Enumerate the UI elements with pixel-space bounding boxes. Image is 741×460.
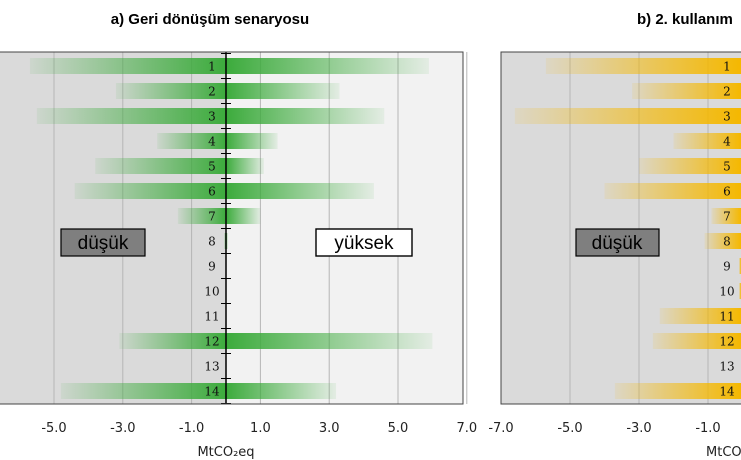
bar-high bbox=[226, 333, 433, 349]
category-label: 14 bbox=[719, 385, 735, 399]
tick-label: 5.0 bbox=[388, 421, 409, 436]
bar-high bbox=[226, 183, 374, 199]
panel-b-bars bbox=[514, 58, 741, 399]
bar-high bbox=[226, 383, 337, 399]
bar-low bbox=[739, 283, 741, 299]
category-label: 3 bbox=[208, 110, 216, 124]
bar-low bbox=[704, 233, 741, 249]
bar-high bbox=[226, 158, 264, 174]
panel-b-title: b) 2. kullanım bbox=[637, 11, 733, 28]
tick-label: -1.0 bbox=[695, 421, 720, 436]
panel-a-bars bbox=[29, 58, 433, 399]
category-label: 4 bbox=[723, 135, 731, 149]
low-label-box-b: düşük bbox=[575, 228, 660, 257]
category-label: 2 bbox=[208, 85, 216, 99]
bar-low bbox=[639, 158, 741, 174]
category-label: 9 bbox=[723, 260, 731, 274]
category-label: 10 bbox=[719, 285, 734, 299]
low-label-a: düşük bbox=[78, 233, 129, 254]
low-label-b: düşük bbox=[592, 233, 643, 254]
bar-low bbox=[652, 333, 741, 349]
tick-label: 3.0 bbox=[319, 421, 340, 436]
bar-low bbox=[119, 333, 226, 349]
bar-low bbox=[224, 233, 226, 249]
tick-label: 7.0 bbox=[456, 421, 477, 436]
category-label: 5 bbox=[208, 160, 216, 174]
category-label: 10 bbox=[204, 285, 219, 299]
panel-a: a) Geri dönüşüm senaryosu 12345678910111… bbox=[0, 11, 477, 460]
tick-label: -7.0 bbox=[488, 421, 513, 436]
bar-low bbox=[115, 83, 226, 99]
category-label: 13 bbox=[204, 360, 219, 374]
bar-low bbox=[632, 83, 741, 99]
panel-b-xlabel: MtCO bbox=[706, 445, 741, 460]
category-label: 12 bbox=[204, 335, 219, 349]
category-label: 1 bbox=[723, 60, 731, 74]
panel-a-bg-right bbox=[226, 52, 463, 404]
bar-low bbox=[177, 208, 226, 224]
panel-b-frame bbox=[500, 51, 741, 405]
bar-low bbox=[157, 133, 226, 149]
category-label: 2 bbox=[723, 85, 731, 99]
bar-low bbox=[711, 208, 741, 224]
category-label: 6 bbox=[723, 185, 731, 199]
panel-b-bg bbox=[501, 52, 741, 404]
bar-high bbox=[226, 58, 429, 74]
category-label: 6 bbox=[208, 185, 216, 199]
category-label: 12 bbox=[719, 335, 734, 349]
tick-label: -5.0 bbox=[41, 421, 66, 436]
bar-low bbox=[514, 108, 741, 124]
high-label-a: yüksek bbox=[334, 233, 394, 254]
panel-a-frame bbox=[0, 51, 464, 405]
tick-label: -1.0 bbox=[179, 421, 204, 436]
category-label: 4 bbox=[208, 135, 216, 149]
category-label: 11 bbox=[204, 310, 219, 324]
bar-low bbox=[95, 158, 226, 174]
bar-high bbox=[226, 133, 278, 149]
panel-a-title: a) Geri dönüşüm senaryosu bbox=[111, 11, 309, 28]
category-label: 13 bbox=[719, 360, 734, 374]
panel-a-tick-labels: -5.0 -3.0 -1.0 1.0 3.0 5.0 7.0 bbox=[41, 421, 477, 436]
category-label: 5 bbox=[723, 160, 731, 174]
high-label-box-a: yüksek bbox=[315, 228, 413, 257]
bar-low bbox=[74, 183, 226, 199]
category-label: 3 bbox=[723, 110, 731, 124]
tick-label: -5.0 bbox=[557, 421, 582, 436]
category-label: 7 bbox=[208, 210, 216, 224]
bar-low bbox=[36, 108, 226, 124]
bar-low bbox=[659, 308, 741, 324]
tick-label: 1.0 bbox=[250, 421, 271, 436]
bar-high bbox=[226, 83, 340, 99]
tick-label: -3.0 bbox=[626, 421, 651, 436]
bar-low bbox=[739, 258, 741, 274]
bar-low bbox=[604, 183, 741, 199]
category-label: 14 bbox=[204, 385, 220, 399]
bar-high bbox=[226, 108, 385, 124]
category-label: 1 bbox=[208, 60, 216, 74]
bar-high bbox=[226, 233, 228, 249]
category-label: 9 bbox=[208, 260, 216, 274]
bar-low bbox=[614, 383, 741, 399]
low-label-box-a: düşük bbox=[60, 228, 146, 257]
bar-high bbox=[226, 208, 261, 224]
bar-low bbox=[60, 383, 226, 399]
category-label: 7 bbox=[723, 210, 731, 224]
bar-low bbox=[673, 133, 741, 149]
bar-low bbox=[545, 58, 741, 74]
tick-label: -3.0 bbox=[110, 421, 135, 436]
panel-a-xlabel: MtCO₂eq bbox=[197, 445, 254, 460]
category-label: 8 bbox=[208, 235, 216, 249]
bar-low bbox=[29, 58, 227, 74]
panel-b-tick-labels: -7.0 -5.0 -3.0 -1.0 bbox=[488, 421, 720, 436]
category-label: 8 bbox=[723, 235, 731, 249]
category-label: 11 bbox=[719, 310, 734, 324]
